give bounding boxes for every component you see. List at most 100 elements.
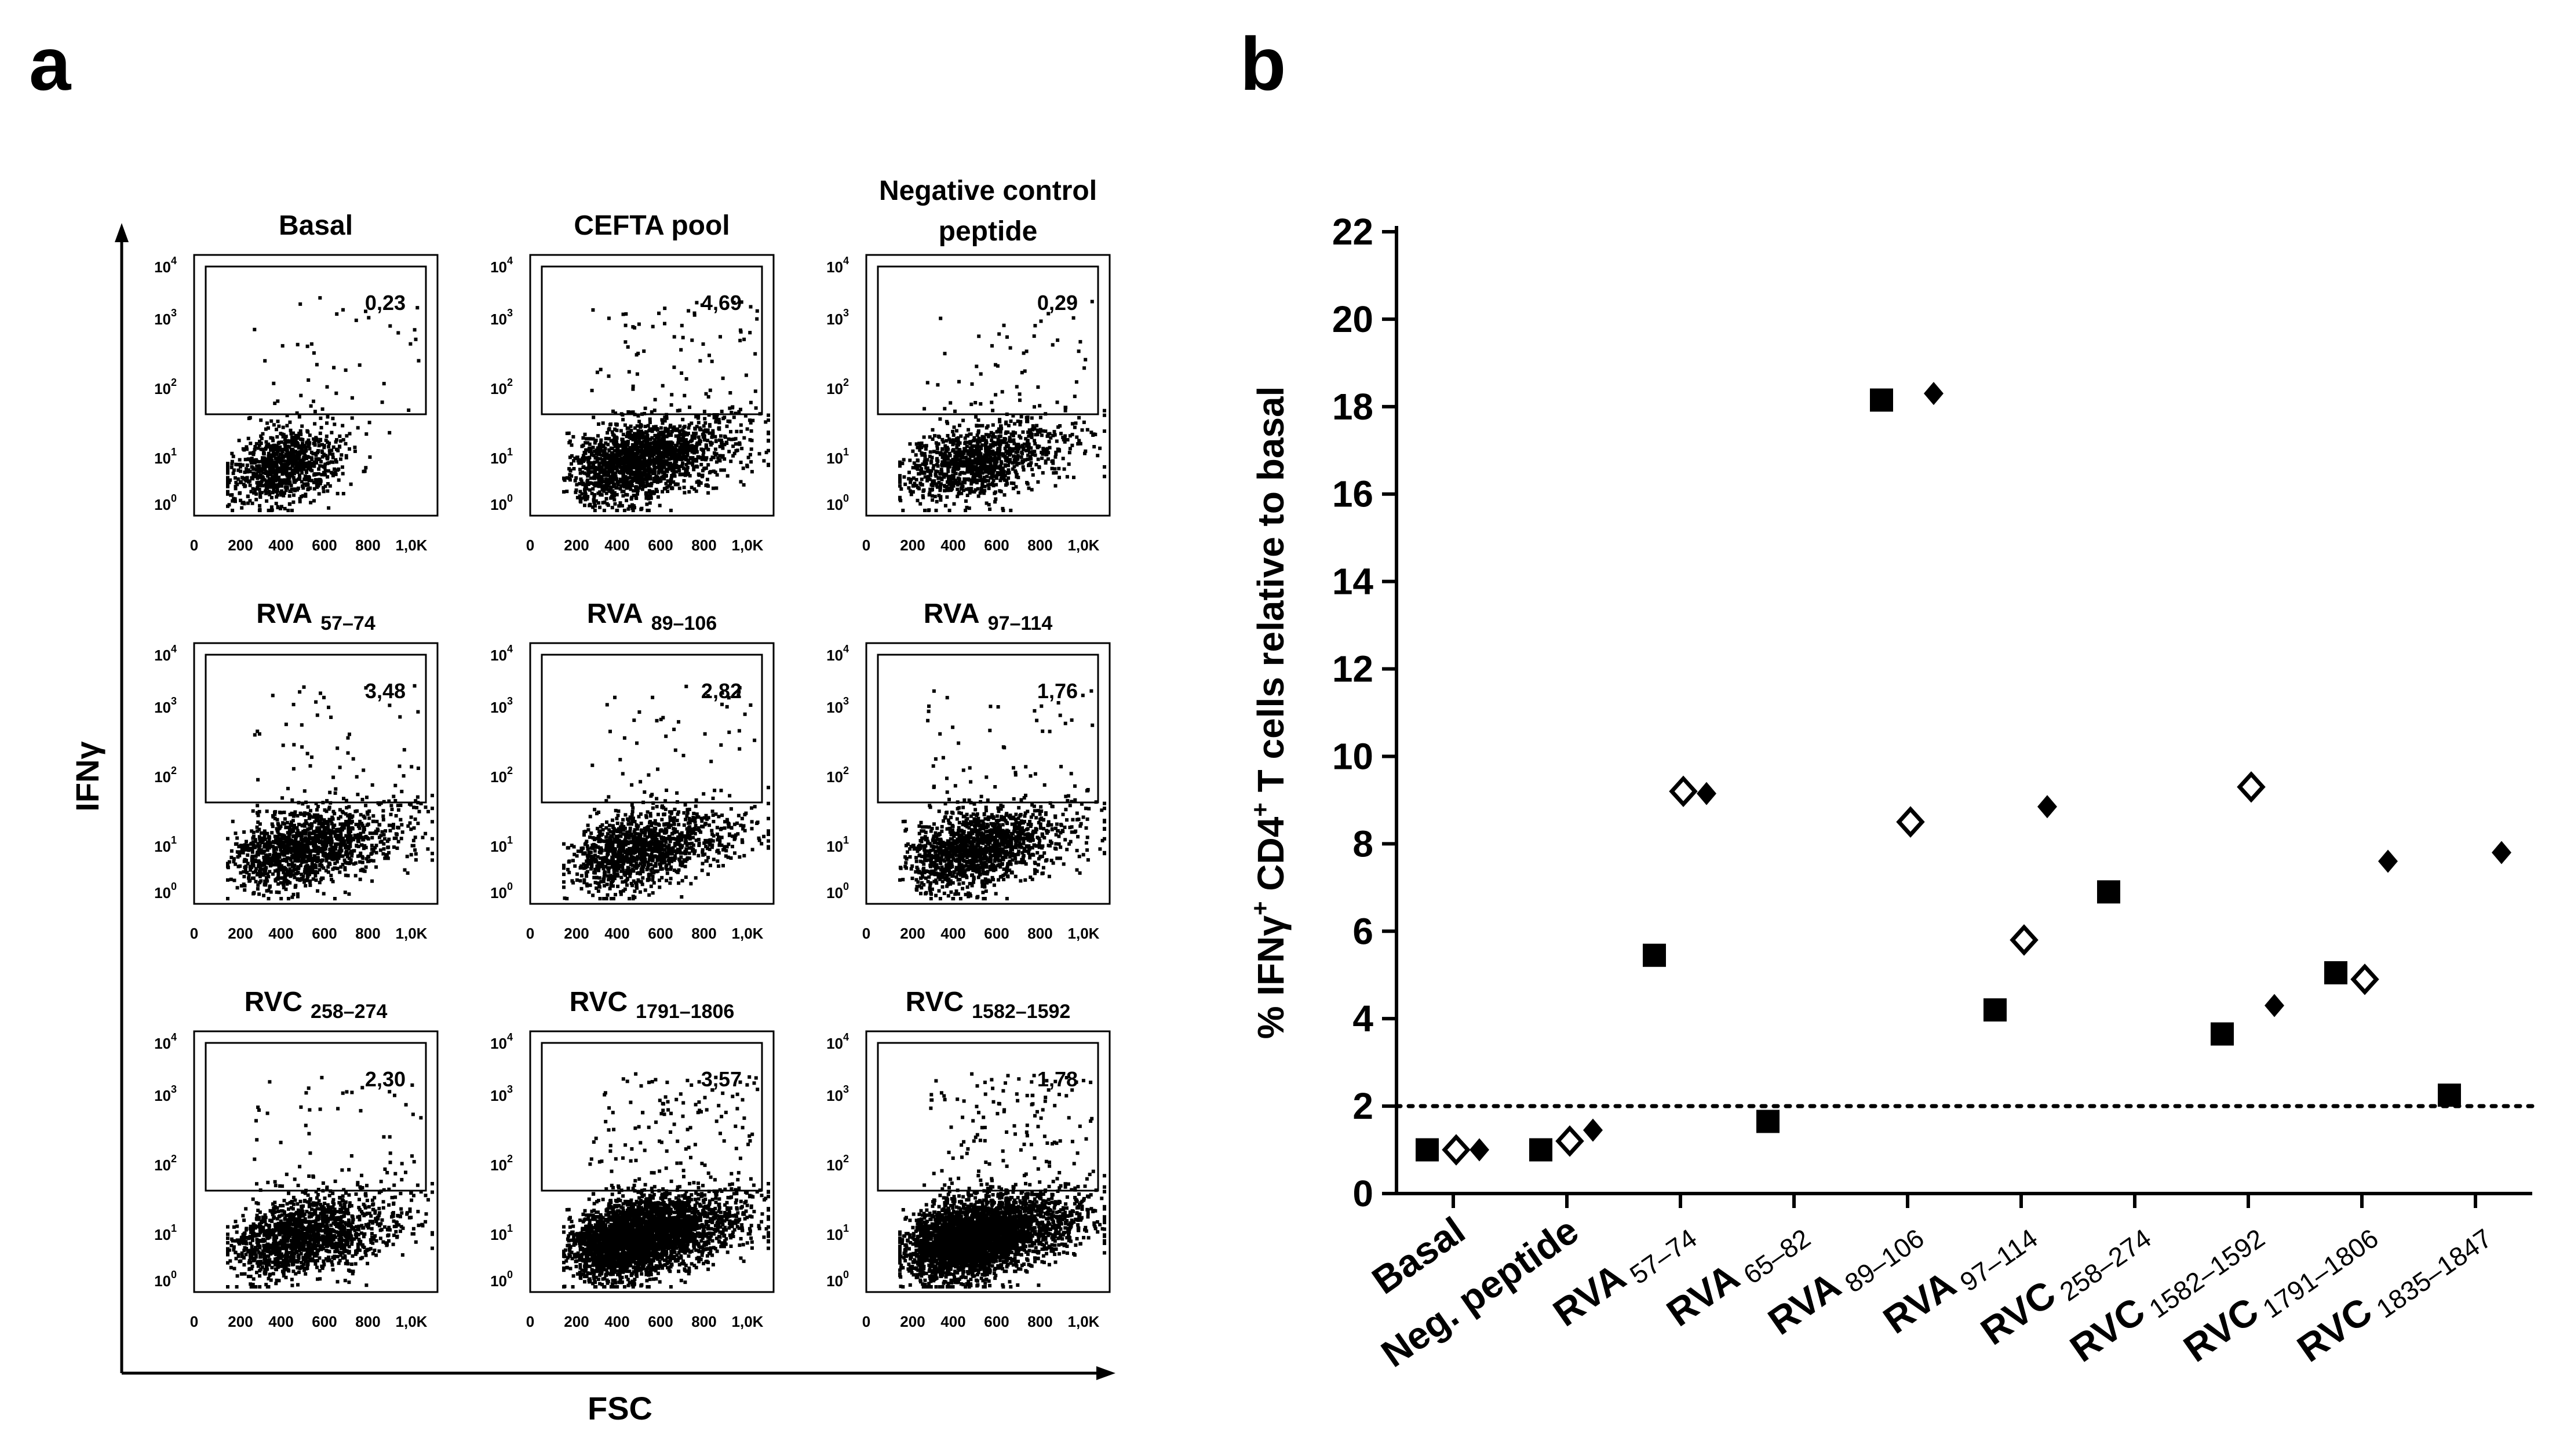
y-tick-label: 102 (826, 765, 849, 786)
y-tick-label: 101 (154, 1223, 177, 1243)
y-tick-label: 100 (490, 1269, 513, 1290)
panel-b-label: b (1240, 21, 1286, 106)
x-tick-label: 0 (190, 537, 198, 554)
x-tick-label: 400 (604, 925, 629, 942)
y-tick-label: 104 (154, 643, 177, 664)
x-tick-label: 400 (268, 925, 293, 942)
flow-plot-title: Basal (279, 210, 353, 241)
flow-plot-gate (541, 1042, 763, 1192)
y-tick-label: 100 (154, 492, 177, 513)
flow-plot-title-sub: 1791–1806 (636, 1001, 734, 1023)
y-tick-label: 101 (826, 1223, 849, 1243)
flow-plot-frame (193, 1030, 439, 1293)
x-tick-label: 800 (1027, 925, 1052, 942)
flow-plot: Negative control peptide 0,29 100 101 102 103 1… (826, 176, 1111, 554)
flow-plot-gate (205, 265, 427, 415)
x-tick-label: 200 (900, 537, 925, 554)
y-tick-label: 100 (154, 881, 177, 902)
y-tick-label: 104 (490, 1031, 513, 1052)
y-tick-label: 104 (826, 643, 849, 664)
x-tick-label: 400 (268, 1313, 293, 1330)
y-tick-label: 6 (1352, 910, 1373, 952)
y-tick-label: 0 (1352, 1173, 1373, 1214)
y-tick-label: 102 (490, 765, 513, 786)
flow-plot-frame (865, 1030, 1111, 1293)
flow-plot: RVA 57–74 3,48 100 101 102 103 104 0 200 400 600 800… (154, 599, 439, 942)
y-tick-label: 101 (490, 834, 513, 855)
data-point-square (2097, 880, 2120, 904)
flow-plot-gate (541, 265, 763, 415)
x-tick-label: 200 (228, 537, 253, 554)
flow-plot-title: RVC 1791–1806 (570, 987, 735, 1023)
x-tick-label: 600 (312, 1313, 337, 1330)
flow-plot-title-main: RVA (587, 599, 643, 629)
flow-plot-title: RVA 97–114 (924, 599, 1053, 634)
flow-plot-title-main: RVC (570, 987, 628, 1017)
x-tick-label: 600 (984, 537, 1009, 554)
y-tick-label: 103 (490, 307, 513, 328)
flow-plot-frame (529, 1030, 775, 1293)
y-tick-label: 101 (826, 834, 849, 855)
data-point-square (1643, 943, 1666, 967)
x-tick-label: 1,0K (396, 1313, 428, 1330)
flow-plot-frame (865, 254, 1111, 517)
panel-b-chart: 0 2 4 6 8 10 12 14 16 18 20 22 % IFNγ+ CD4+ T cells … (1246, 211, 2535, 1375)
y-axis-label: % IFNγ+ CD4+ T cells relative to basal (1246, 386, 1292, 1039)
x-tick-label: 1,0K (732, 537, 764, 554)
y-tick-label: 104 (490, 255, 513, 276)
data-point-square (1983, 998, 2007, 1022)
flow-plot-title-sub: 97–114 (988, 612, 1053, 634)
flow-plot: RVC 1791–1806 3,57 100 101 102 103 104 0 200 400 60… (490, 987, 775, 1330)
data-point-diamond-filled (2265, 994, 2284, 1017)
y-tick-label: 4 (1352, 998, 1373, 1039)
y-tick-label: 18 (1332, 386, 1373, 428)
x-tick-label: 0 (526, 1313, 534, 1330)
y-tick-label: 104 (826, 1031, 849, 1052)
x-tick-label: 200 (564, 1313, 589, 1330)
x-tick-label: 400 (604, 537, 629, 554)
y-tick-label: 103 (154, 1083, 177, 1104)
x-tick-label: 600 (984, 925, 1009, 942)
flow-plot: RVA 97–114 1,76 100 101 102 103 104 0 200 400 600 80… (826, 599, 1111, 942)
data-point-diamond-filled (1924, 382, 1944, 406)
x-tick-label: 0 (862, 1313, 870, 1330)
x-tick-label: 1,0K (732, 1313, 764, 1330)
data-point-square (1756, 1110, 1780, 1133)
x-tick-label: 0 (190, 1313, 198, 1330)
data-point-square (2438, 1083, 2461, 1107)
x-tick-label: 200 (228, 1313, 253, 1330)
y-tick-label: 103 (154, 307, 177, 328)
flow-plot-title: RVA 57–74 (256, 599, 375, 634)
y-tick-label: 102 (826, 1153, 849, 1174)
x-tick-label: 800 (691, 1313, 716, 1330)
event-cloud (562, 300, 770, 512)
x-tick-label: 800 (691, 925, 716, 942)
panel-a-x-arrow (1096, 1366, 1115, 1380)
flow-plot: Basal 0,23 100 101 102 103 104 0 200 400 600 800 1,0… (154, 210, 439, 554)
flow-plot-title-sub: 258–274 (311, 1001, 387, 1023)
data-point-diamond-open (2010, 924, 2039, 956)
y-tick-label: 8 (1352, 823, 1373, 864)
data-point-diamond-filled (1470, 1138, 1489, 1162)
y-tick-label: 102 (490, 1153, 513, 1174)
y-tick-label: 104 (154, 255, 177, 276)
gate-percentage: 3,57 (701, 1067, 742, 1091)
flow-plot-title-main: CEFTA pool (574, 210, 730, 241)
series-diamond-filled (1470, 382, 2511, 1162)
gate-percentage: 0,29 (1037, 291, 1078, 315)
y-tick-label: 100 (826, 881, 849, 902)
flow-plot-title-sub: 57–74 (320, 612, 375, 634)
y-tick-label: 101 (490, 1223, 513, 1243)
y-tick-label: 102 (154, 377, 177, 397)
y-tick-label: 104 (154, 1031, 177, 1052)
flow-plot-frame (529, 642, 775, 905)
x-tick-label: 1,0K (1068, 925, 1100, 942)
x-tick-label: Neg. peptide (1373, 1209, 1586, 1375)
x-tick-label: 800 (355, 537, 380, 554)
flow-plot-title: RVC 258–274 (245, 987, 388, 1023)
flow-plot-title: Negative control (879, 176, 1097, 206)
data-point-diamond-open (1669, 775, 1698, 808)
y-tick-label: 100 (490, 881, 513, 902)
data-point-diamond-open (2350, 964, 2379, 995)
